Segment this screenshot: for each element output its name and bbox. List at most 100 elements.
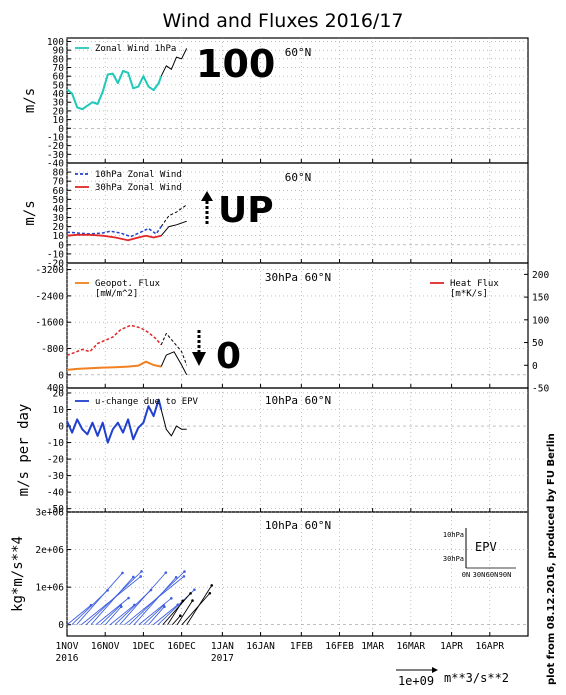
epv-arrow [85,571,142,626]
x-tick-label: 16JAN [246,641,275,652]
x-tick-label: 1APR [440,641,463,652]
epv-arrow [181,592,211,626]
x-tick-label: 16APR [475,641,504,652]
up-arrow-head [201,191,213,201]
epv-legend-xtick: 0N [462,571,470,579]
y-right-tick-label: 0 [532,361,538,372]
y-tick-label: 50 [53,80,65,91]
epv-legend-xtick: 90N [499,571,512,579]
epv-arrow [152,604,179,626]
y-tick-label: 2e+06 [35,545,64,556]
y-tick-label: -20 [47,141,64,152]
y-tick-label: 0 [58,370,64,381]
epv-arrow-head [140,570,143,573]
epv-arrow-head [169,597,173,600]
panel1-ylabel: m/s [22,88,38,113]
y-tick-label: 50 [53,195,65,206]
y-tick-label: 3e+06 [35,508,64,519]
chart-title: Wind and Fluxes 2016/17 [162,10,403,32]
y-tick-label: 60 [53,72,65,83]
y-tick-label: -40 [47,159,64,170]
y-tick-label: 10 [53,115,65,126]
epv-arrow-head [191,599,194,602]
epv-arrow [148,606,165,626]
x-tick-label: 16DEC [167,641,196,652]
epv-arrow-head [131,575,135,579]
legend-geopot-label: Geopot. Flux [95,279,161,289]
legend-heat-unit: [m*K/s] [450,289,488,299]
epv-arrow-head [183,570,186,573]
vector-scale-arrowhead [432,667,438,673]
y-tick-label: -10 [47,438,64,449]
epv-arrow [186,585,213,625]
epv-legend-ytick: 30hPa [443,555,464,563]
panel-frame-5 [66,511,529,637]
y-tick-label: -10 [47,249,64,260]
x-tick-label: 1FEB [290,641,313,652]
heat-flux-line [66,324,162,357]
panel2-title: 60°N [285,171,312,184]
y-right-tick-label: 200 [532,270,549,281]
y-tick-label: 80 [53,54,65,65]
zonal-30hpa-line [66,233,162,242]
epv-arrow [100,604,122,626]
epv-arrow-head [182,575,186,578]
epv-legend-xtick: 30N [473,571,486,579]
epv-arrow-head [189,592,192,595]
panel5-title: 10hPa 60°N [265,519,331,532]
y-tick-label: 100 [47,37,64,48]
epv-arrow [172,615,181,626]
x-tick-label: 1JAN [211,641,234,652]
y-tick-label: -1600 [35,318,64,329]
annotation-100: 100 [196,42,275,86]
y-tick-label: 20 [53,388,65,399]
epv-arrow-head [174,575,178,579]
y-tick-label: -800 [41,344,64,355]
y-tick-label: -40 [47,488,64,499]
y-tick-label: 70 [53,63,65,74]
y-tick-label: 0 [58,240,64,251]
y-tick-label: -2400 [35,291,64,302]
panels: -40-30-20-100102030405060708090100m/s60°… [10,37,549,637]
legend-zonal-1hpa-label: Zonal Wind 1hPa [95,44,176,54]
zonal-30hpa-forecast-line [160,220,187,237]
y-right-tick-label: 150 [532,293,549,304]
zonal-10hpa-forecast-line [160,204,187,227]
u-change-line [66,398,163,444]
y-tick-label: 1e+06 [35,583,64,594]
epv-legend-xtick: 60N [486,571,499,579]
legend-geopot-unit: [mW/m^2] [95,289,138,299]
x-year-label: 2016 [56,653,79,664]
vector-scale-label: 1e+09 [398,674,434,688]
epv-arrow [176,600,193,625]
y-tick-label: 0 [58,422,64,433]
legend-heat-label: Heat Flux [450,279,499,289]
y-tick-label: -30 [47,471,64,482]
epv-arrow [119,572,167,626]
y-tick-label: 40 [53,89,65,100]
y-right-tick-label: -50 [532,384,549,395]
zonal-10hpa-line [66,226,162,238]
zonal-1hpa-line [66,70,163,111]
y-right-tick-label: 50 [532,338,544,349]
y-tick-label: -3200 [35,265,64,276]
panel2-ylabel: m/s [22,200,38,225]
zonal-1hpa-forecast-line [160,48,188,77]
epv-arrow-head [121,571,124,575]
epv-arrow [76,572,123,626]
epv-arrow [95,597,129,626]
epv-arrow [133,576,177,626]
y-tick-label: 10 [53,405,65,416]
y-tick-label: 20 [53,106,65,117]
y-tick-label: 40 [53,204,65,215]
y-right-tick-label: 100 [532,315,549,326]
y-tick-label: 80 [53,168,65,179]
epv-arrow [66,604,92,626]
epv-arrow-head [181,599,185,603]
x-year-label: 2017 [211,653,234,664]
epv-legend-ytick: 10hPa [443,531,464,539]
x-tick-label: 16FEB [325,641,354,652]
epv-arrow-head [127,596,130,600]
epv-arrow [90,576,134,626]
epv-arrow-head [119,605,123,609]
